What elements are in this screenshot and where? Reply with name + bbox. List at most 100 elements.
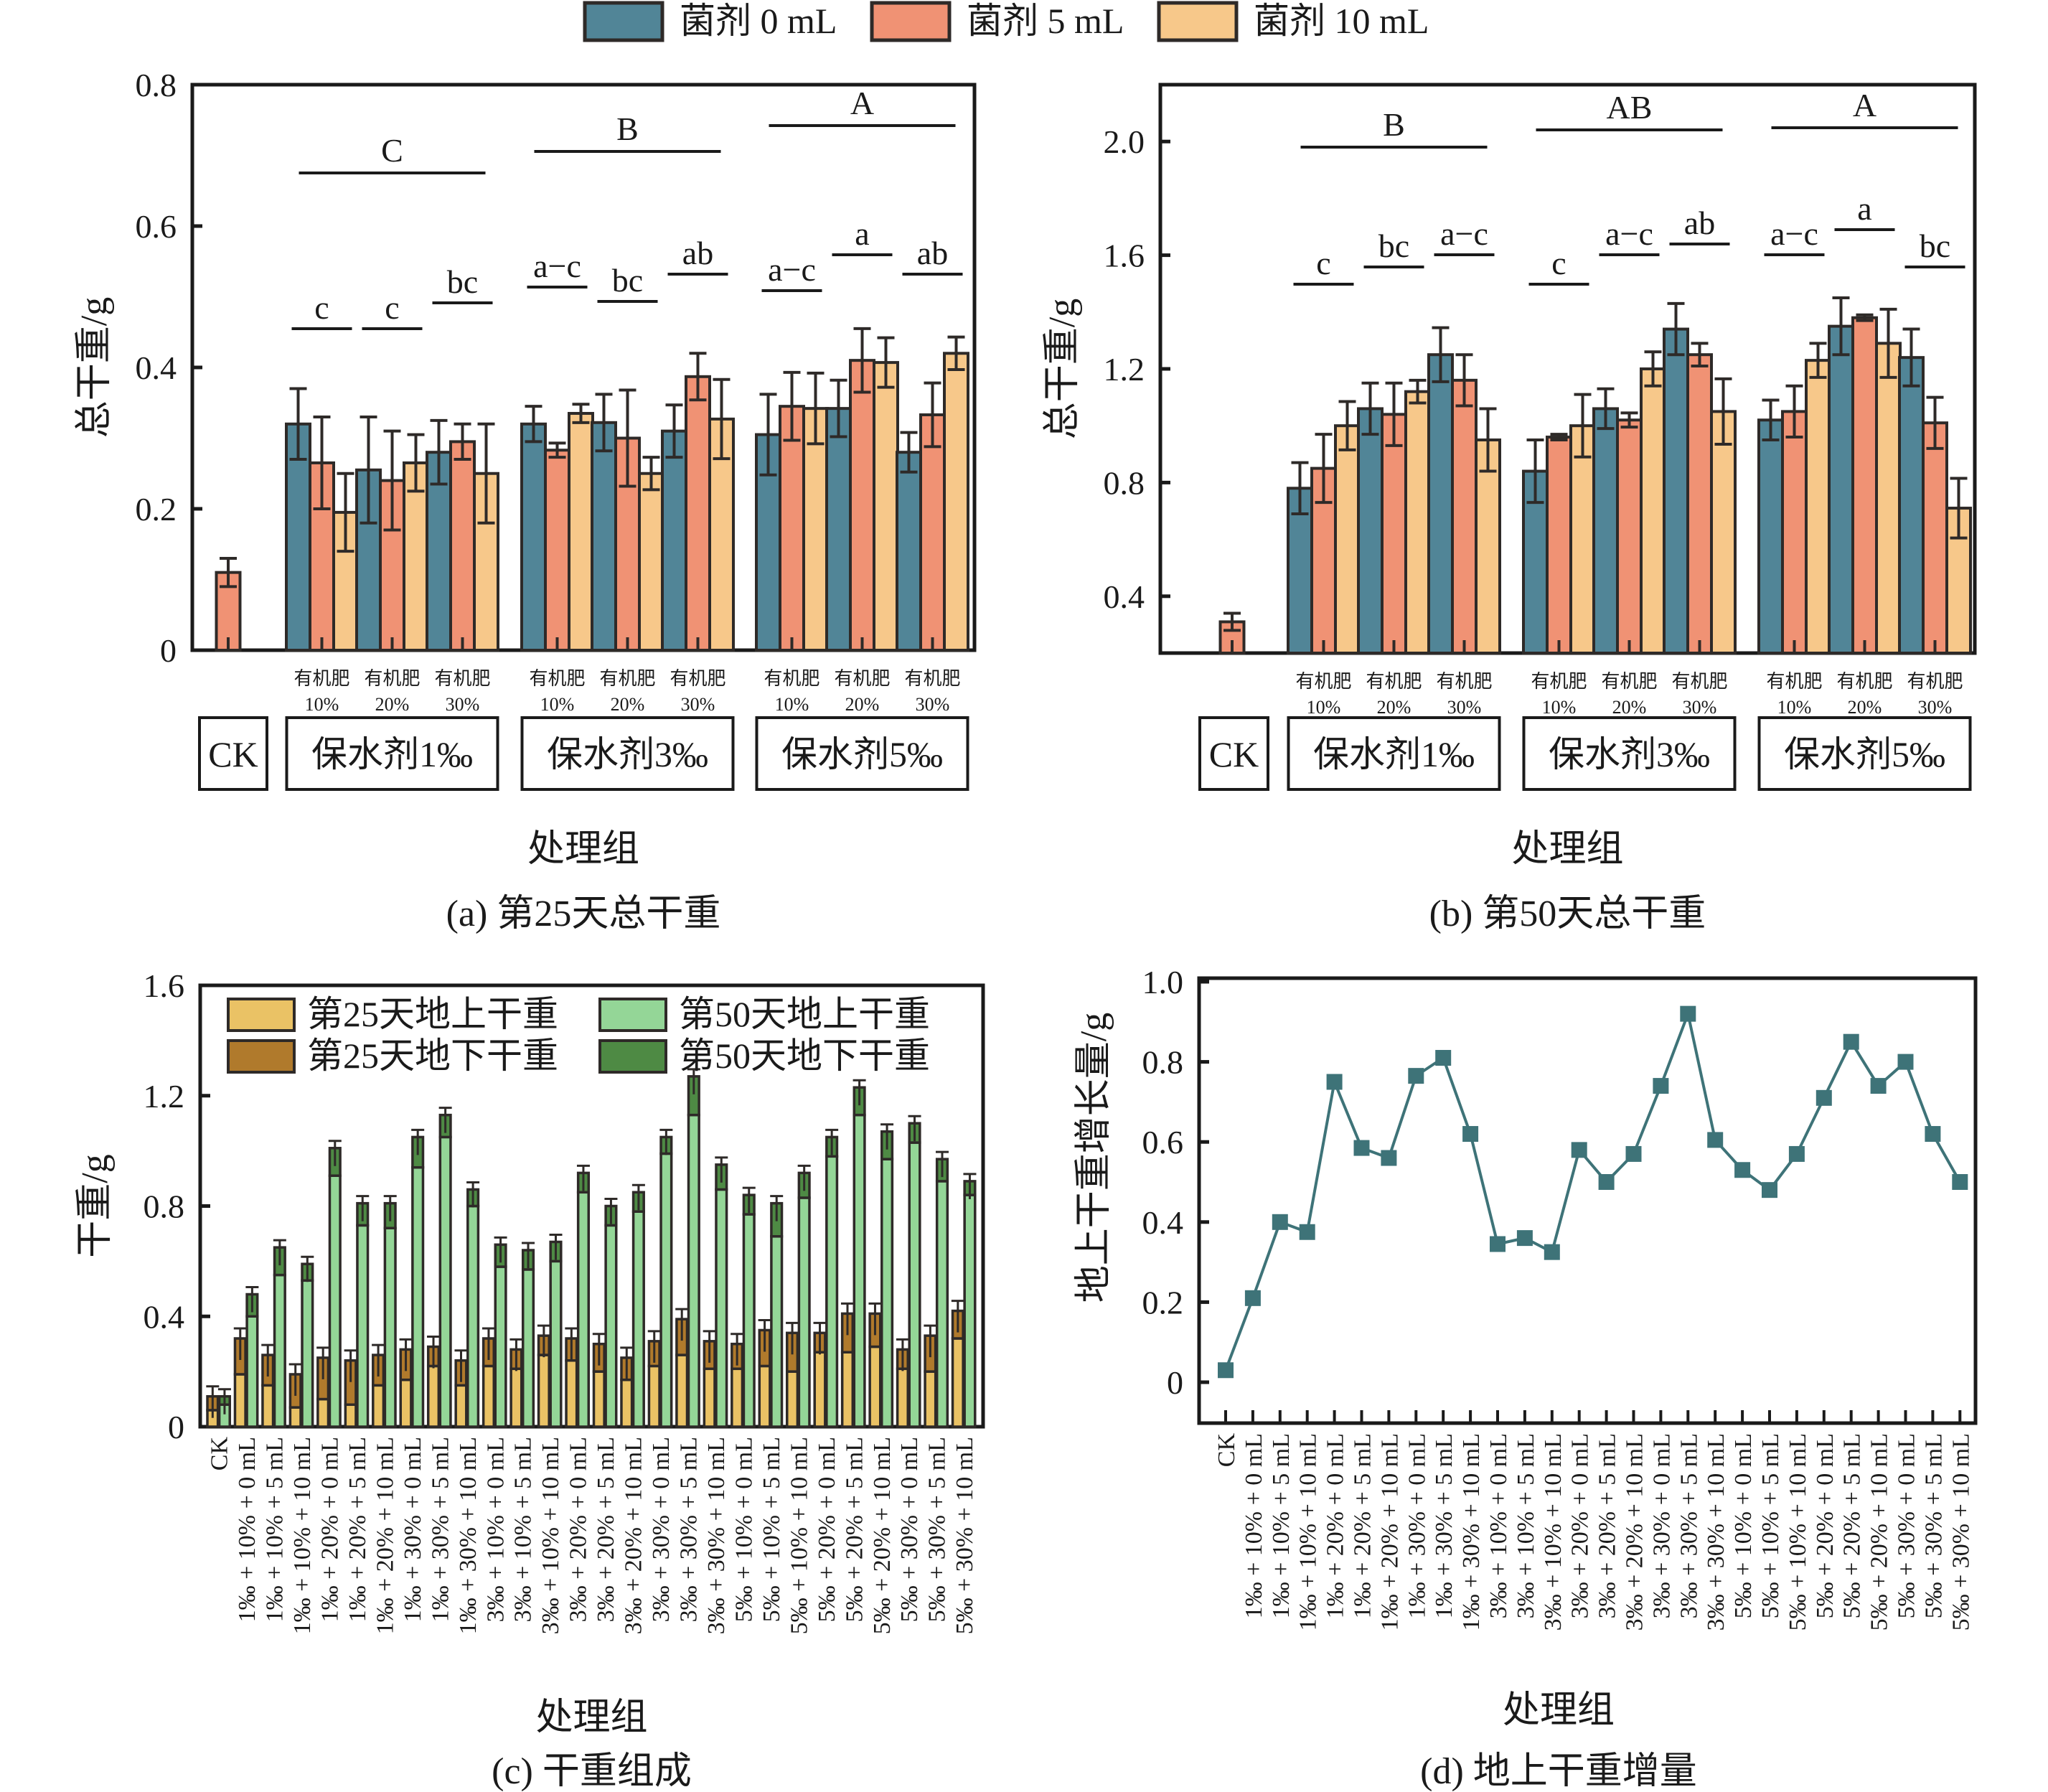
bar — [943, 352, 969, 652]
bar-day25-above — [316, 1397, 330, 1428]
sig-letter: ab — [917, 235, 948, 271]
bar — [1828, 324, 1854, 655]
x-tick-label: 1‰ + 20% + 10 mL — [1376, 1433, 1403, 1631]
x-tick-label: 3‰ + 30% + 0 mL — [648, 1437, 675, 1622]
x-tick-label: CK — [207, 1437, 233, 1471]
subgroup-label-bottom: 20% — [845, 694, 880, 715]
bar — [1710, 410, 1737, 655]
bar-day50-above — [301, 1279, 314, 1428]
subgroup-label-bottom: 10% — [775, 694, 809, 715]
bar-day25-above — [537, 1354, 550, 1428]
x-tick-label: 1‰ + 20% + 10 mL — [372, 1437, 398, 1634]
legend-label-0: 菌剂 0 mL — [680, 1, 837, 41]
y-axis-label: 总干重/g — [1042, 299, 1083, 439]
bar-day25-above — [344, 1403, 357, 1428]
bar-day50-above — [411, 1165, 425, 1428]
sig-letter: a−c — [1770, 215, 1818, 252]
y-tick-label: 0.8 — [136, 67, 177, 103]
bar-day50-above — [604, 1224, 618, 1428]
bar-day25-above — [592, 1370, 606, 1428]
data-point — [1680, 1005, 1696, 1022]
x-tick-label: 1‰ + 30% + 10 mL — [1458, 1433, 1485, 1631]
subgroup-label-bottom: 30% — [1447, 697, 1482, 718]
y-tick-label: 0 — [168, 1409, 184, 1445]
subgroup-label-top: 有机肥 — [670, 668, 725, 689]
bar-day25-above — [703, 1367, 716, 1428]
bar-day50-above — [438, 1135, 452, 1428]
sig-letter: a — [1857, 190, 1871, 227]
bar-day50-above — [880, 1158, 894, 1428]
sig-letter: bc — [1378, 227, 1409, 264]
bar-day25-above — [509, 1367, 523, 1428]
data-point — [1516, 1230, 1533, 1247]
sig-letter: ab — [682, 235, 713, 271]
subgroup-label-bottom: 20% — [1612, 697, 1647, 718]
x-tick-label: 3‰ + 30% + 10 mL — [1703, 1433, 1729, 1631]
data-point — [1870, 1078, 1887, 1094]
data-point — [1435, 1050, 1452, 1066]
subgroup-label-bottom: 30% — [916, 694, 950, 715]
data-point — [1462, 1126, 1479, 1143]
group-label: 保水剂5‰ — [1784, 734, 1945, 774]
bar — [825, 407, 852, 652]
y-tick-label: 0.8 — [144, 1188, 185, 1225]
bar-day25-above — [233, 1373, 247, 1428]
y-tick-label: 0.8 — [1104, 464, 1145, 501]
sig-letter: a — [855, 215, 869, 252]
x-tick-label: 5‰ + 30% + 5 mL — [924, 1437, 951, 1622]
x-tick-label: 1‰ + 10% + 0 mL — [234, 1437, 260, 1622]
bar — [1357, 407, 1384, 655]
sig-letter: bc — [447, 263, 478, 300]
chart-caption: (b) 第50天总干重 — [1429, 893, 1706, 934]
bar — [520, 422, 547, 652]
bar-day50-above — [687, 1113, 700, 1428]
x-tick-label: 1‰ + 30% + 5 mL — [1431, 1433, 1457, 1618]
x-tick-label: 1‰ + 30% + 10 mL — [455, 1437, 482, 1634]
y-axis-label: 总干重/g — [74, 297, 115, 438]
bar — [1875, 342, 1902, 655]
x-tick-label: 5‰ + 30% + 5 mL — [1920, 1433, 1947, 1618]
bar-day25-above — [261, 1384, 275, 1428]
bar-day25-above — [840, 1351, 855, 1428]
x-tick-label: 5‰ + 10% + 10 mL — [786, 1437, 812, 1634]
chart-a: 0 0.2 0.4 0.6 0.8 总干重/g CK 有机肥 10% c 有机肥 20% c 有机肥 30%… — [74, 67, 977, 934]
bar-day50-above — [521, 1268, 535, 1428]
group-box-ck — [198, 716, 268, 791]
group-sig-letter: A — [850, 85, 874, 121]
subgroup-label-bottom: 10% — [540, 694, 575, 715]
y-tick-label: 1.2 — [1104, 351, 1145, 388]
x-tick-label: 5‰ + 10% + 0 mL — [731, 1437, 757, 1622]
bar-day50-above — [466, 1204, 480, 1428]
group-sig-letter: C — [381, 132, 403, 169]
bar — [685, 375, 711, 652]
subgroup-label-top: 有机肥 — [764, 668, 819, 689]
y-tick-label: 0.2 — [1142, 1284, 1184, 1320]
x-tick-label: 1‰ + 10% + 0 mL — [1241, 1433, 1267, 1618]
bar-day50-above — [825, 1155, 839, 1428]
data-point — [1408, 1068, 1424, 1084]
group-label: 保水剂3‰ — [547, 734, 708, 774]
x-tick-label: 5‰ + 10% + 5 mL — [1757, 1433, 1784, 1618]
y-tick-label: 0.4 — [1142, 1204, 1184, 1241]
bar — [449, 440, 476, 652]
bar-day25-above — [675, 1354, 689, 1428]
group-sig-letter: AB — [1607, 89, 1653, 126]
bar — [1475, 438, 1501, 655]
sig-letter: c — [1551, 245, 1566, 281]
data-point — [1734, 1162, 1751, 1178]
bar — [1922, 421, 1948, 655]
bar — [568, 412, 594, 652]
sig-letter: bc — [612, 262, 643, 299]
subgroup-label-top: 有机肥 — [1601, 671, 1657, 692]
legend-label: 第25天地下干重 — [307, 1036, 558, 1076]
sig-letter: a−c — [768, 251, 816, 288]
bar — [1663, 327, 1689, 655]
data-point — [1925, 1126, 1941, 1143]
x-tick-label: 5‰ + 20% + 0 mL — [1812, 1433, 1838, 1618]
y-axis-label: 地上干重增长量/g — [1074, 1013, 1114, 1303]
group-box — [1522, 716, 1737, 791]
y-axis-label: 干重/g — [75, 1154, 116, 1257]
bar-day50-above — [715, 1188, 728, 1428]
data-point — [1272, 1214, 1288, 1230]
